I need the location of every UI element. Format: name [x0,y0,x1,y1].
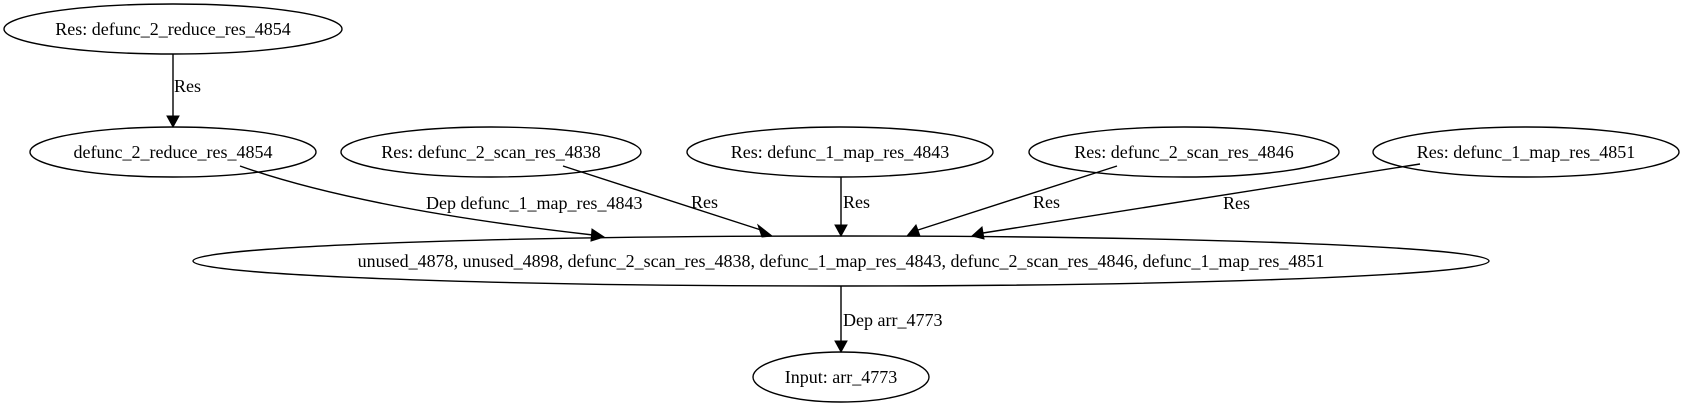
node-res-defunc-1-map-res-4843: Res: defunc_1_map_res_4843 [686,126,994,178]
arrowhead [756,223,774,238]
arrowhead [166,115,180,129]
node-res-defunc-2-scan-res-4838: Res: defunc_2_scan_res_4838 [340,126,642,178]
edge-label: Res [1223,193,1250,213]
arrowhead [970,226,985,240]
node-label: Res: defunc_2_reduce_res_4854 [55,19,290,39]
edge-line [982,163,1421,234]
node-res-defunc-2-reduce-res-4854: Res: defunc_2_reduce_res_4854 [3,3,343,55]
node-input-arr-4773: Input: arr_4773 [752,351,930,403]
arrowhead [834,340,848,354]
node-label: Res: defunc_1_map_res_4843 [731,142,949,162]
node-label: defunc_2_reduce_res_4854 [74,142,273,162]
edge-reduce-to-combined: Dep defunc_1_map_res_4843 [239,165,642,242]
node-combined-outputs: unused_4878, unused_4898, defunc_2_scan_… [192,235,1490,287]
node-label: Res: defunc_1_map_res_4851 [1417,142,1635,162]
edge-label: Res [174,76,201,96]
edge-scan-4846-to-combined: Res [905,165,1118,237]
node-label: Input: arr_4773 [785,367,897,387]
edge-line [917,165,1118,231]
node-defunc-2-reduce-res-4854: defunc_2_reduce_res_4854 [29,126,317,178]
edge-res-reduce-to-reduce: Res [166,54,201,129]
edge-label: Dep defunc_1_map_res_4843 [426,193,642,213]
node-res-defunc-1-map-res-4851: Res: defunc_1_map_res_4851 [1372,126,1680,178]
edge-map-4851-to-combined: Res [970,163,1421,240]
node-res-defunc-2-scan-res-4846: Res: defunc_2_scan_res_4846 [1028,126,1340,178]
edge-combined-to-input: Dep arr_4773 [834,286,942,354]
edge-label: Res [843,192,870,212]
edge-label: Res [1033,192,1060,212]
edge-scan-4838-to-combined: Res [562,165,774,238]
arrowhead [905,224,921,237]
edge-label: Res [691,192,718,212]
node-label: Res: defunc_2_scan_res_4838 [381,142,600,162]
edge-line [239,165,594,236]
edge-line [562,165,762,231]
node-label: unused_4878, unused_4898, defunc_2_scan_… [358,251,1325,271]
edge-map-4843-to-combined: Res [834,177,870,238]
arrowhead [834,224,848,238]
arrowhead [590,228,606,242]
edge-label: Dep arr_4773 [843,310,942,330]
node-label: Res: defunc_2_scan_res_4846 [1074,142,1293,162]
